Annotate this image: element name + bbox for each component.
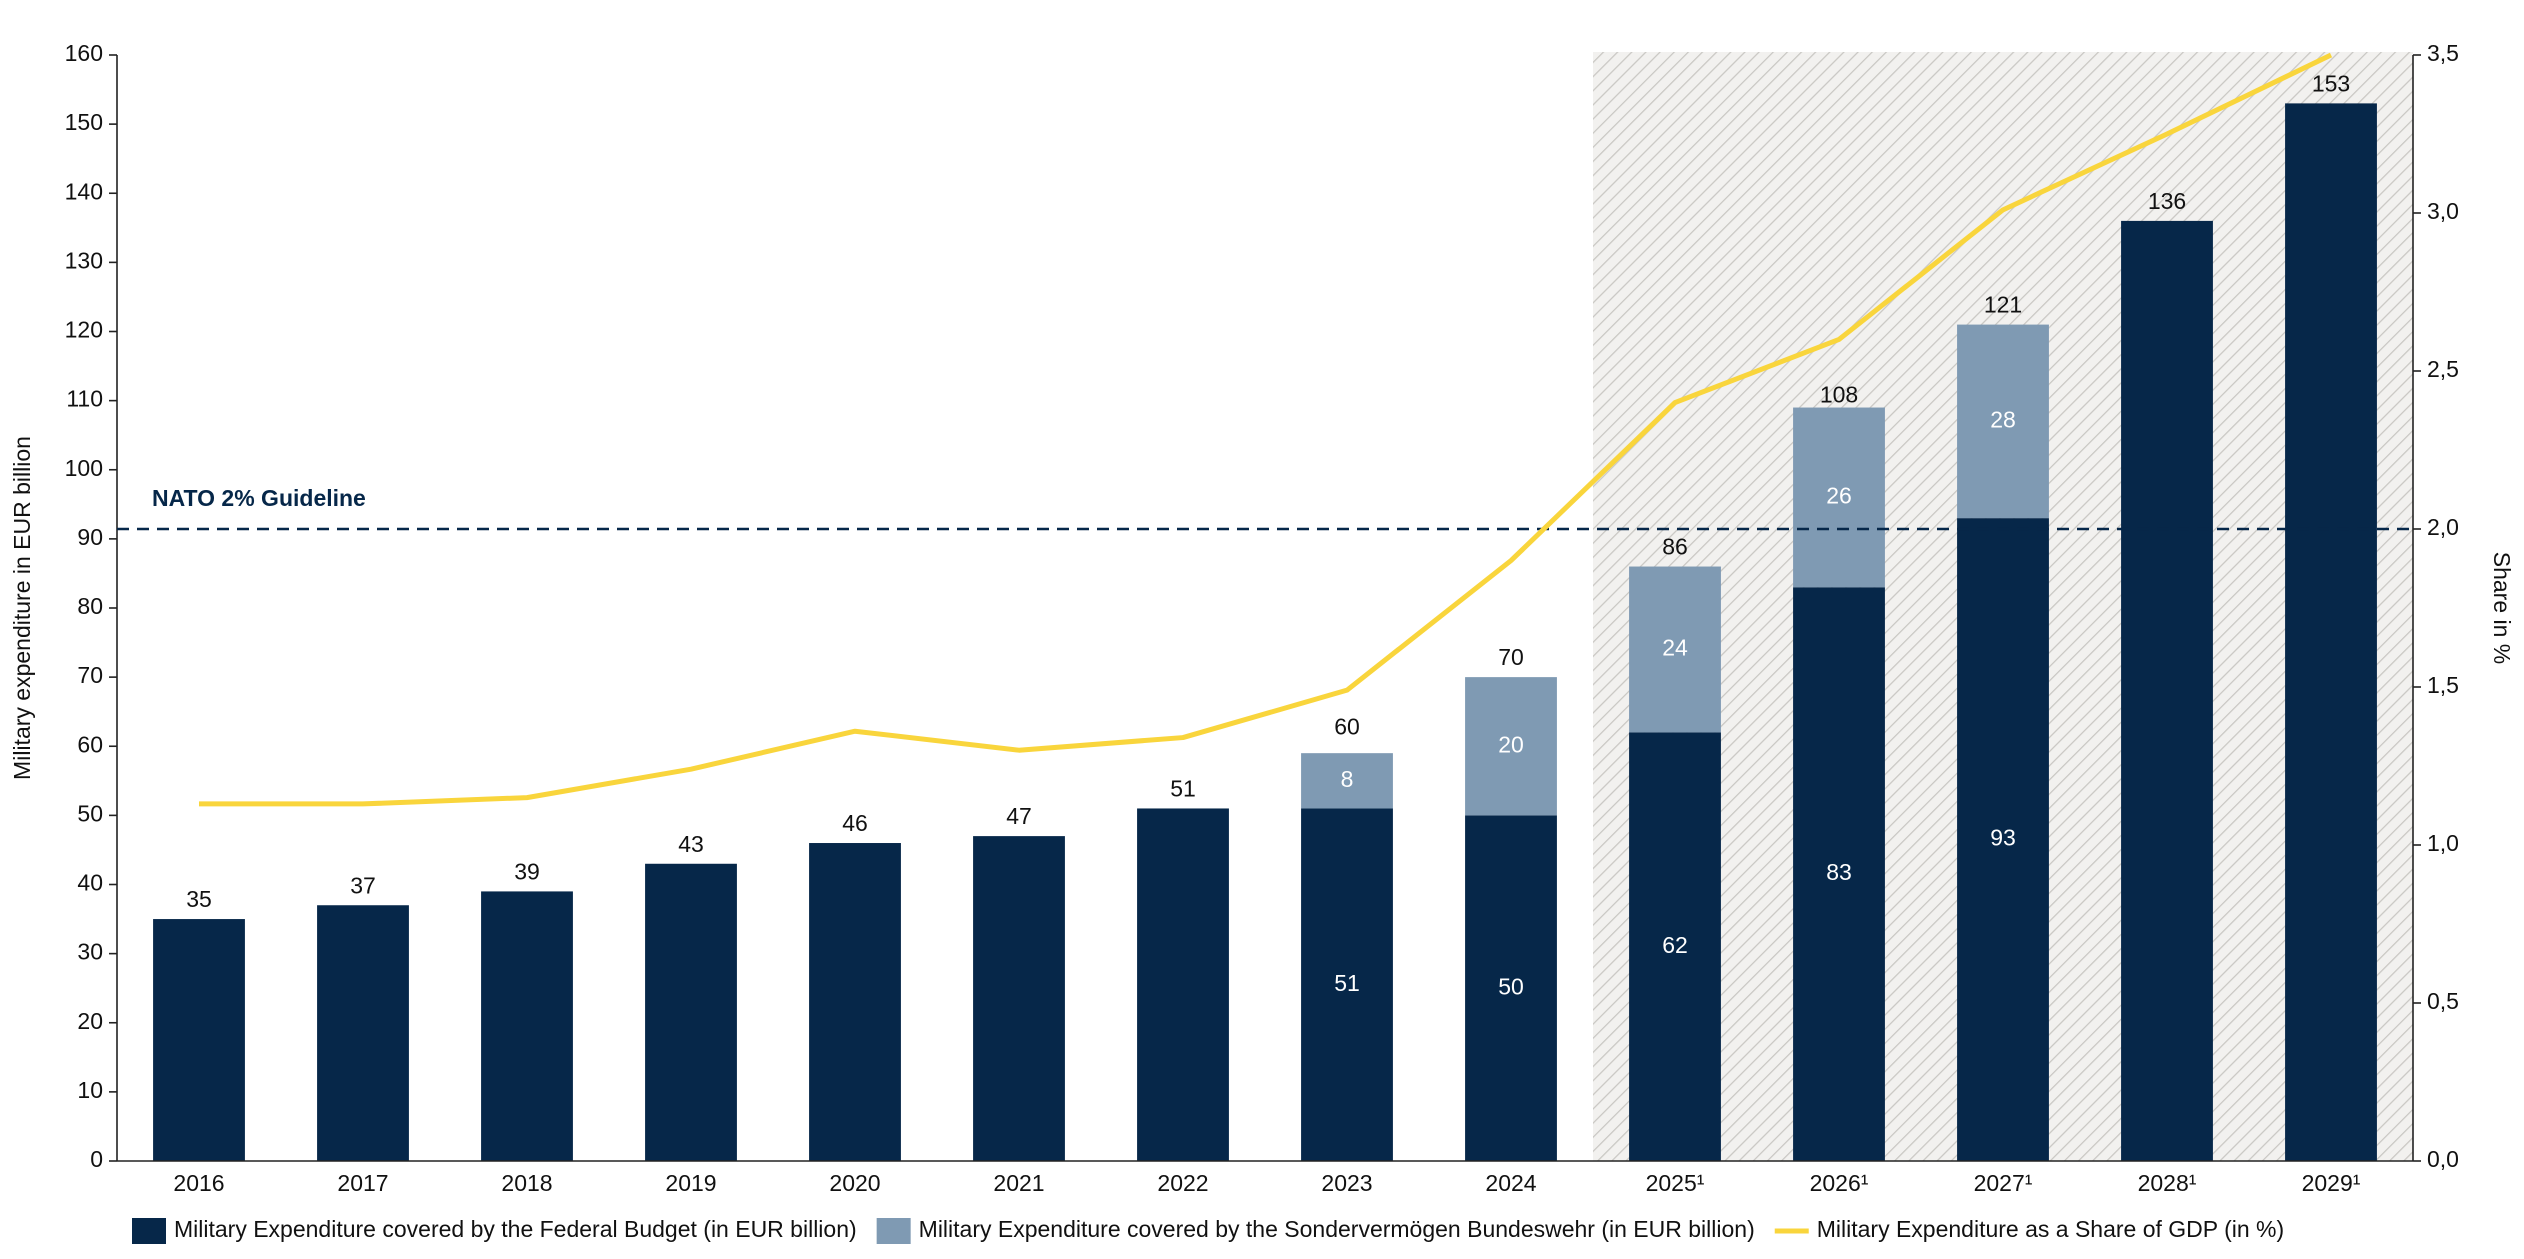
total-label: 86 bbox=[1662, 534, 1688, 560]
bar bbox=[153, 919, 245, 1161]
y2-tick-label: 2,0 bbox=[2427, 514, 2459, 540]
legend-label: Military Expenditure covered by the Sond… bbox=[919, 1216, 1755, 1242]
y-tick-label: 90 bbox=[77, 524, 103, 550]
bar bbox=[809, 843, 901, 1161]
legend-label: Military Expenditure covered by the Fede… bbox=[174, 1216, 857, 1242]
total-label: 39 bbox=[514, 858, 540, 884]
total-label: 37 bbox=[350, 872, 376, 898]
y2-axis-title: Share in % bbox=[2489, 552, 2515, 665]
total-label: 35 bbox=[186, 886, 212, 912]
bar-value-label: 20 bbox=[1498, 731, 1524, 757]
x-tick-label: 2018 bbox=[501, 1170, 552, 1196]
x-tick-label: 2026¹ bbox=[1810, 1170, 1869, 1196]
x-tick-label: 2029¹ bbox=[2302, 1170, 2361, 1196]
y-axis-title: Military expenditure in EUR billion bbox=[9, 436, 35, 780]
bar-value-label: 93 bbox=[1990, 825, 2016, 851]
y-tick-label: 80 bbox=[77, 593, 103, 619]
bar bbox=[1301, 753, 1393, 809]
y-tick-label: 110 bbox=[66, 386, 103, 412]
total-label: 51 bbox=[1170, 776, 1196, 802]
total-label: 60 bbox=[1334, 713, 1360, 739]
total-label: 47 bbox=[1006, 803, 1032, 829]
y-tick-label: 40 bbox=[77, 870, 103, 896]
legend-swatch bbox=[132, 1218, 166, 1244]
total-label: 108 bbox=[1820, 382, 1858, 408]
bar-value-label: 50 bbox=[1498, 973, 1524, 999]
bar bbox=[1629, 732, 1721, 1161]
y2-tick-label: 1,5 bbox=[2427, 672, 2459, 698]
bar-value-label: 83 bbox=[1826, 859, 1852, 885]
x-tick-label: 2028¹ bbox=[2138, 1170, 2197, 1196]
x-tick-label: 2025¹ bbox=[1646, 1170, 1705, 1196]
total-label: 70 bbox=[1498, 644, 1524, 670]
bar-value-label: 8 bbox=[1341, 766, 1354, 792]
x-tick-label: 2022 bbox=[1157, 1170, 1208, 1196]
y2-tick-label: 3,0 bbox=[2427, 198, 2459, 224]
legend-label: Military Expenditure as a Share of GDP (… bbox=[1817, 1216, 2284, 1242]
bar bbox=[1793, 407, 1885, 588]
y-tick-label: 50 bbox=[77, 800, 103, 826]
x-tick-label: 2027¹ bbox=[1974, 1170, 2033, 1196]
total-label: 136 bbox=[2148, 188, 2186, 214]
x-tick-label: 2019 bbox=[665, 1170, 716, 1196]
y-tick-label: 70 bbox=[77, 662, 103, 688]
y-tick-label: 130 bbox=[65, 247, 103, 273]
bar-value-label: 26 bbox=[1826, 482, 1852, 508]
x-tick-label: 2024 bbox=[1485, 1170, 1536, 1196]
reference-label: NATO 2% Guideline bbox=[152, 485, 366, 511]
y2-tick-label: 1,0 bbox=[2427, 830, 2459, 856]
y-tick-label: 30 bbox=[77, 939, 103, 965]
bar-value-label: 51 bbox=[1334, 970, 1360, 996]
line-series bbox=[199, 52, 2333, 807]
y-tick-label: 100 bbox=[65, 455, 103, 481]
bar bbox=[1465, 815, 1557, 1161]
bar bbox=[2285, 103, 2377, 1162]
y2-tick-label: 2,5 bbox=[2427, 356, 2459, 382]
y-tick-label: 60 bbox=[77, 731, 103, 757]
bar bbox=[1957, 324, 2049, 519]
y-tick-label: 20 bbox=[77, 1008, 103, 1034]
bar bbox=[1793, 587, 1885, 1161]
bar bbox=[317, 905, 409, 1161]
y2-tick-label: 0,5 bbox=[2427, 988, 2459, 1014]
x-tick-label: 2020 bbox=[829, 1170, 880, 1196]
y-tick-label: 120 bbox=[65, 317, 103, 343]
total-label: 153 bbox=[2312, 70, 2350, 96]
y-tick-label: 150 bbox=[65, 109, 103, 135]
total-label: 46 bbox=[842, 810, 868, 836]
bar bbox=[973, 836, 1065, 1161]
y-tick-label: 10 bbox=[77, 1077, 103, 1103]
y-tick-label: 0 bbox=[90, 1146, 103, 1172]
bar bbox=[481, 891, 573, 1161]
total-label: 121 bbox=[1984, 292, 2022, 318]
x-tick-label: 2021 bbox=[993, 1170, 1044, 1196]
total-label: 43 bbox=[678, 831, 704, 857]
bar bbox=[645, 863, 737, 1161]
bar bbox=[1301, 808, 1393, 1161]
bar bbox=[2121, 220, 2213, 1161]
y2-tick-label: 3,5 bbox=[2427, 40, 2459, 66]
x-tick-label: 2016 bbox=[173, 1170, 224, 1196]
bar bbox=[1137, 808, 1229, 1161]
bar bbox=[1629, 566, 1721, 733]
x-tick-label: 2017 bbox=[337, 1170, 388, 1196]
y-tick-label: 160 bbox=[65, 40, 103, 66]
bar bbox=[1465, 677, 1557, 816]
y2-tick-label: 0,0 bbox=[2427, 1146, 2459, 1172]
bar-value-label: 62 bbox=[1662, 932, 1688, 958]
legend-swatch bbox=[876, 1218, 911, 1244]
bar-value-label: 24 bbox=[1662, 635, 1688, 661]
bar-value-label: 28 bbox=[1990, 406, 2016, 432]
y-tick-label: 140 bbox=[65, 178, 103, 204]
x-tick-label: 2023 bbox=[1321, 1170, 1372, 1196]
bar bbox=[1957, 518, 2049, 1161]
